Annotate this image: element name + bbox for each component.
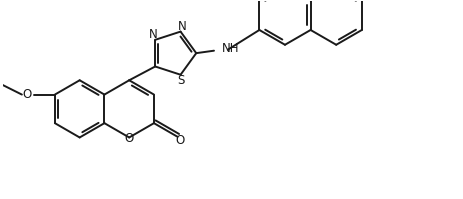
Text: N: N [177,20,186,33]
Text: O: O [124,132,133,145]
Text: NH: NH [221,42,238,55]
Text: O: O [23,88,32,101]
Text: O: O [175,134,184,147]
Text: S: S [176,74,184,87]
Text: N: N [149,28,158,41]
